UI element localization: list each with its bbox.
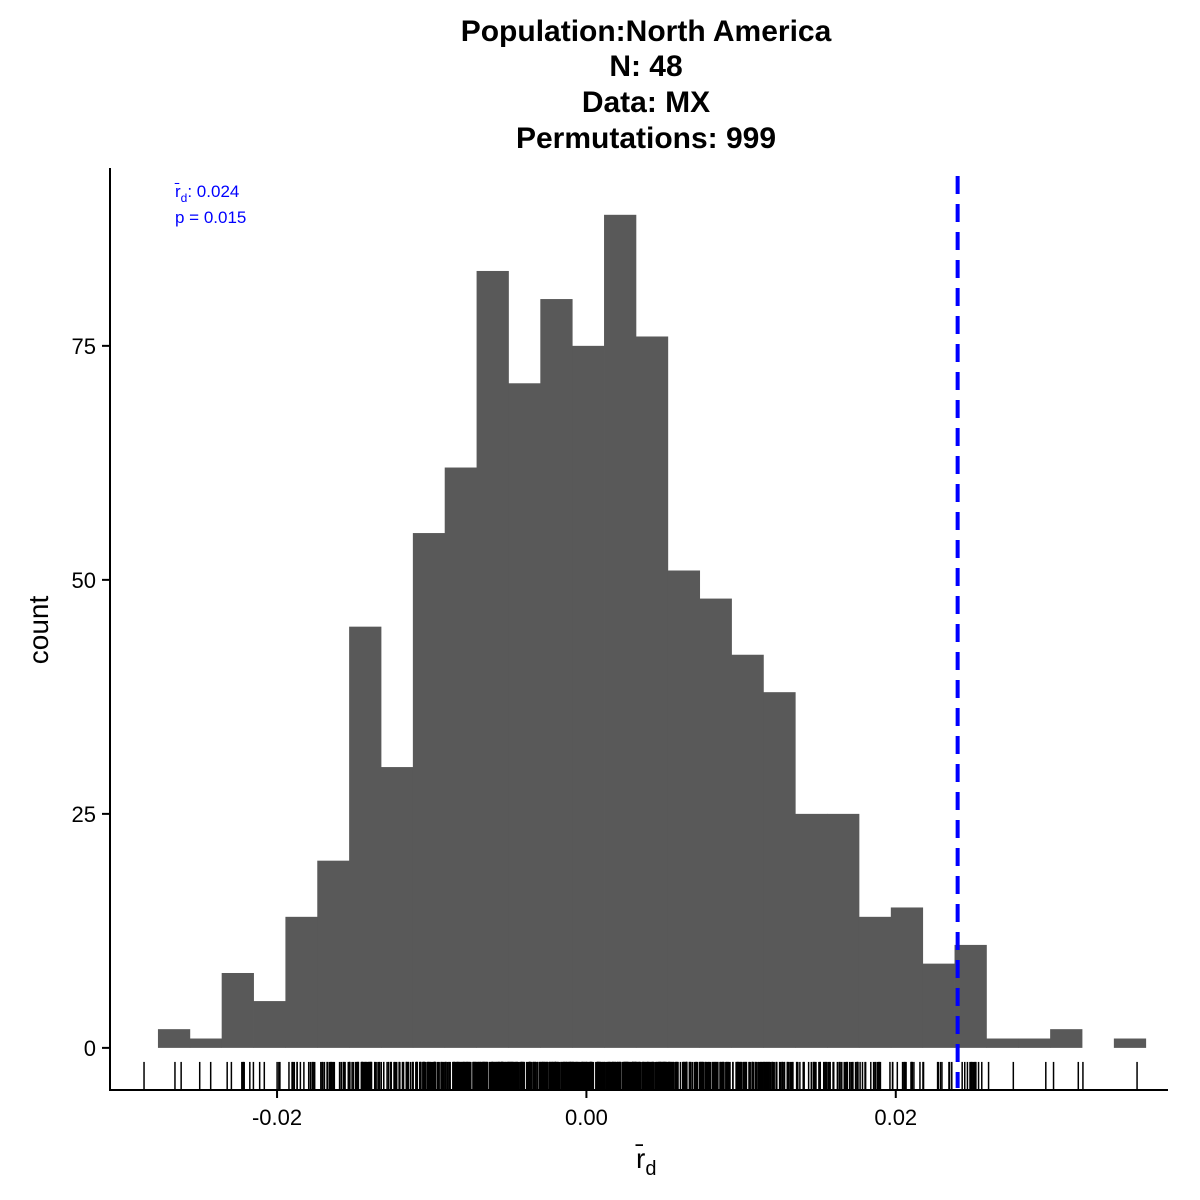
- histogram-bar-12: [540, 299, 573, 1048]
- annotation-p-value: p = 0.015: [175, 208, 246, 227]
- histogram-bar-30: [1113, 1038, 1147, 1048]
- annotation-stat-value: : 0.024: [187, 182, 239, 201]
- histogram-bar-18: [731, 654, 764, 1048]
- x-tick-label-1: 0.00: [565, 1105, 608, 1130]
- histogram-bar-28: [1050, 1029, 1083, 1048]
- histogram-bar-0: [157, 1029, 191, 1048]
- histogram-bar-14: [604, 214, 637, 1048]
- y-axis-ticks: 0 25 50 75: [72, 334, 110, 1061]
- histogram-bar-11: [508, 383, 541, 1048]
- histogram-bar-7: [381, 767, 414, 1048]
- y-axis-title: count: [23, 596, 54, 665]
- histogram-bar-15: [635, 336, 669, 1048]
- histogram-bar-6: [349, 626, 382, 1048]
- x-tick-label-2: 0.02: [874, 1105, 917, 1130]
- histogram-bar-17: [699, 598, 732, 1048]
- y-tick-label-1: 25: [72, 802, 96, 827]
- histogram-bar-26: [986, 1038, 1019, 1048]
- histogram-bar-27: [1018, 1038, 1051, 1048]
- histogram-bar-25: [954, 944, 987, 1048]
- annotation-stat-subscript: d: [181, 191, 188, 205]
- histogram-bar-3: [253, 1001, 286, 1048]
- histogram-bar-13: [572, 345, 605, 1048]
- histogram-bar-24: [922, 963, 955, 1048]
- title-line-4: Permutations: 999: [516, 122, 776, 155]
- title-line-3: Data: MX: [582, 86, 710, 119]
- x-axis-title: r̄d: [635, 1143, 656, 1180]
- y-tick-label-0: 0: [84, 1036, 96, 1061]
- histogram-bar-9: [444, 467, 477, 1048]
- histogram-bar-8: [412, 533, 446, 1048]
- histogram-bar-1: [189, 1038, 223, 1048]
- histogram-bar-10: [476, 270, 509, 1048]
- annotation-stat-symbol: r̄: [174, 182, 181, 201]
- x-axis-title-symbol: r̄: [635, 1143, 645, 1174]
- chart-title: Population:North America N: 48 Data: MX …: [461, 15, 832, 155]
- x-axis-ticks: -0.02 0.00 0.02: [252, 1090, 917, 1130]
- y-tick-label-3: 75: [72, 334, 96, 359]
- axes: 0 25 50 75 -0.02 0.00 0.02: [72, 168, 1168, 1130]
- histogram-bars: [157, 214, 1147, 1048]
- x-tick-label-0: -0.02: [252, 1105, 302, 1130]
- histogram-bar-5: [317, 860, 350, 1048]
- histogram-bar-16: [667, 570, 701, 1048]
- title-line-2: N: 48: [609, 50, 682, 83]
- histogram-bar-2: [221, 972, 254, 1048]
- statistic-annotation: r̄d: 0.024 p = 0.015: [174, 182, 246, 227]
- annotation-statistic: r̄d: 0.024: [174, 182, 239, 205]
- histogram-bar-19: [763, 692, 796, 1048]
- histogram-bar-21: [827, 813, 860, 1048]
- histogram-bar-4: [285, 916, 318, 1048]
- rug-ticks: [143, 1061, 1138, 1090]
- x-axis-title-subscript: d: [645, 1158, 656, 1180]
- title-line-1: Population:North America: [461, 15, 832, 48]
- histogram-bar-22: [858, 916, 892, 1048]
- histogram-bar-23: [890, 907, 924, 1048]
- histogram-bar-20: [795, 813, 828, 1048]
- y-tick-label-2: 50: [72, 568, 96, 593]
